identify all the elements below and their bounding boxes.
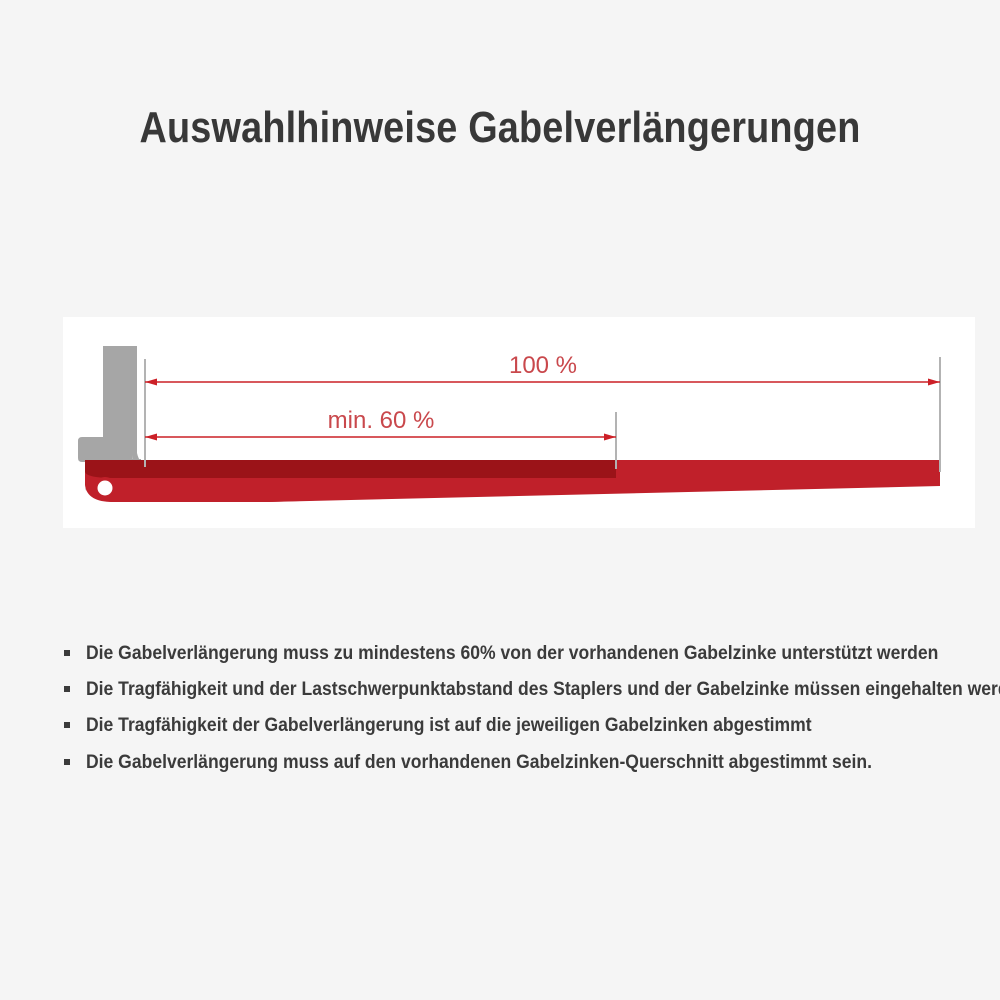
note-text: Die Tragfähigkeit und der Lastschwerpunk… xyxy=(86,678,1000,701)
bullet-square-icon xyxy=(64,754,86,767)
fork-tine-hook xyxy=(78,437,103,462)
fork-extension-socket xyxy=(85,460,616,478)
dimension-arrow-left-60 xyxy=(145,433,157,441)
list-item: Die Gabelverlängerung muss zu mindestens… xyxy=(64,640,984,668)
list-item: Die Tragfähigkeit der Gabelverlängerung … xyxy=(64,712,984,740)
dimension-label-100: 100 % xyxy=(509,352,577,379)
dimension-arrow-right-100 xyxy=(928,378,940,386)
mounting-hole-ring xyxy=(94,477,116,499)
bullet-square-icon xyxy=(64,717,86,730)
bullet-square-icon xyxy=(64,645,86,658)
note-text: Die Tragfähigkeit der Gabelverlängerung … xyxy=(86,714,812,737)
dimension-label-60: min. 60 % xyxy=(328,407,435,434)
mounting-hole xyxy=(97,480,113,496)
note-text: Die Gabelverlängerung muss zu mindestens… xyxy=(86,642,939,664)
notes-list: Die Gabelverlängerung muss zu mindestens… xyxy=(64,640,1000,785)
dimension-60-percent: min. 60 % xyxy=(145,407,616,441)
fork-extension-taper xyxy=(100,478,941,502)
dimension-arrow-right-60 xyxy=(604,433,616,441)
dimension-100-percent: 100 % xyxy=(145,352,940,386)
list-item: Die Gabelverlängerung muss auf den vorha… xyxy=(64,749,984,777)
bullet-square-icon xyxy=(64,681,86,694)
page-title: Auswahlhinweise Gabelverlängerungen xyxy=(139,103,861,152)
dimension-arrow-left-100 xyxy=(145,378,157,386)
list-item: Die Tragfähigkeit und der Lastschwerpunk… xyxy=(64,676,1000,704)
fork-extension-diagram: 100 % min. 60 % xyxy=(78,346,941,502)
figure-panel: 100 % min. 60 % xyxy=(63,317,975,528)
note-text: Die Gabelverlängerung muss auf den vorha… xyxy=(86,750,873,773)
